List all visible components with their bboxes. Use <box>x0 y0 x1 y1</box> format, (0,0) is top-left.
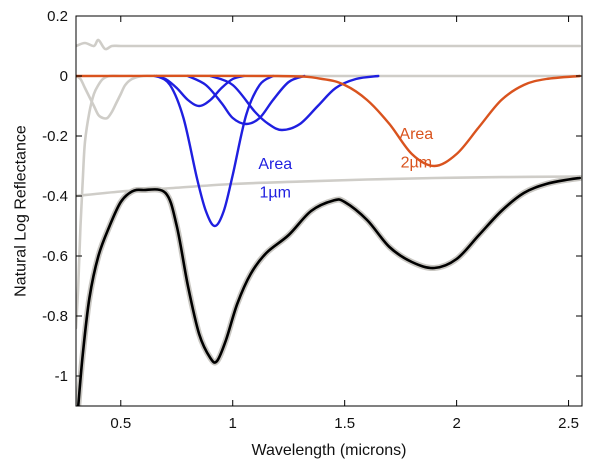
series-band_1.22 <box>209 74 380 132</box>
x-axis-title: Wavelength (microns) <box>251 442 406 459</box>
plot-frame <box>75 15 583 407</box>
annotation-area_2um_line2: 2µm <box>401 155 432 172</box>
plot-border <box>75 15 583 407</box>
series-band_1.05 <box>186 74 306 126</box>
x-tick-label: 0.5 <box>110 415 131 432</box>
x-tick-label: 1 <box>229 415 237 432</box>
y-tick-label: 0.2 <box>47 8 68 25</box>
series-residual <box>76 38 582 51</box>
y-axis-title: Natural Log Reflectance <box>13 125 30 297</box>
y-tick-label: -0.2 <box>42 128 68 145</box>
annotation-area_1um_line1: Area <box>258 156 292 173</box>
series-band_0.85 <box>153 74 246 108</box>
tick-layer: 0.5 1 1.5 2 2.5 0.2 0 -0.2 -0.4 -0.6 -0.8 -1 <box>42 8 582 432</box>
y-tick-label: -0.4 <box>42 188 68 205</box>
annotation-area_1um_line2: 1µm <box>260 185 291 202</box>
series-band_2um <box>76 74 581 168</box>
annotation-layer: Area 1µm Area 2µm <box>258 126 433 202</box>
y-tick-label: -1 <box>55 368 68 385</box>
x-tick-label: 2 <box>452 415 460 432</box>
series-spectrum-halo <box>76 175 582 406</box>
series-continuum <box>76 175 582 198</box>
series-spectrum <box>76 176 582 406</box>
series-layer <box>76 38 582 406</box>
series-band_0.93 <box>155 74 275 228</box>
y-tick-label: -0.6 <box>42 248 68 265</box>
y-tick-label: 0 <box>60 68 68 85</box>
y-tick-label: -0.8 <box>42 308 68 325</box>
x-tick-label: 1.5 <box>334 415 355 432</box>
x-tick-label: 2.5 <box>558 415 579 432</box>
annotation-area_2um_line1: Area <box>399 126 433 143</box>
